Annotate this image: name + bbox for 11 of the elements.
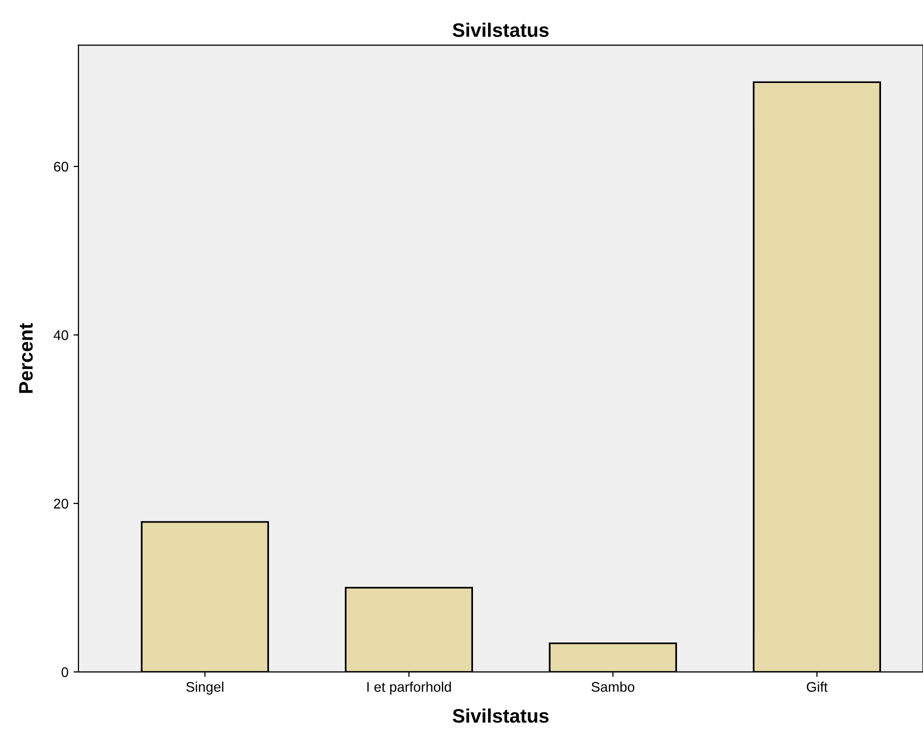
x-tick-label: Gift [806, 682, 828, 692]
y-axis-title: Percent [19, 323, 33, 393]
y-tick-label: 20 [54, 498, 68, 509]
chart-title: Sivilstatus [452, 22, 549, 37]
x-tick-label: Sambo [592, 682, 634, 692]
x-tick-label: Singel [186, 682, 224, 695]
y-tick-label: 0 [62, 667, 68, 678]
x-axis-title: Sivilstatus [452, 708, 549, 723]
y-tick-label: 60 [54, 162, 68, 172]
x-tick-label: I et parforhold [367, 682, 451, 695]
y-tick-label: 40 [54, 330, 68, 340]
